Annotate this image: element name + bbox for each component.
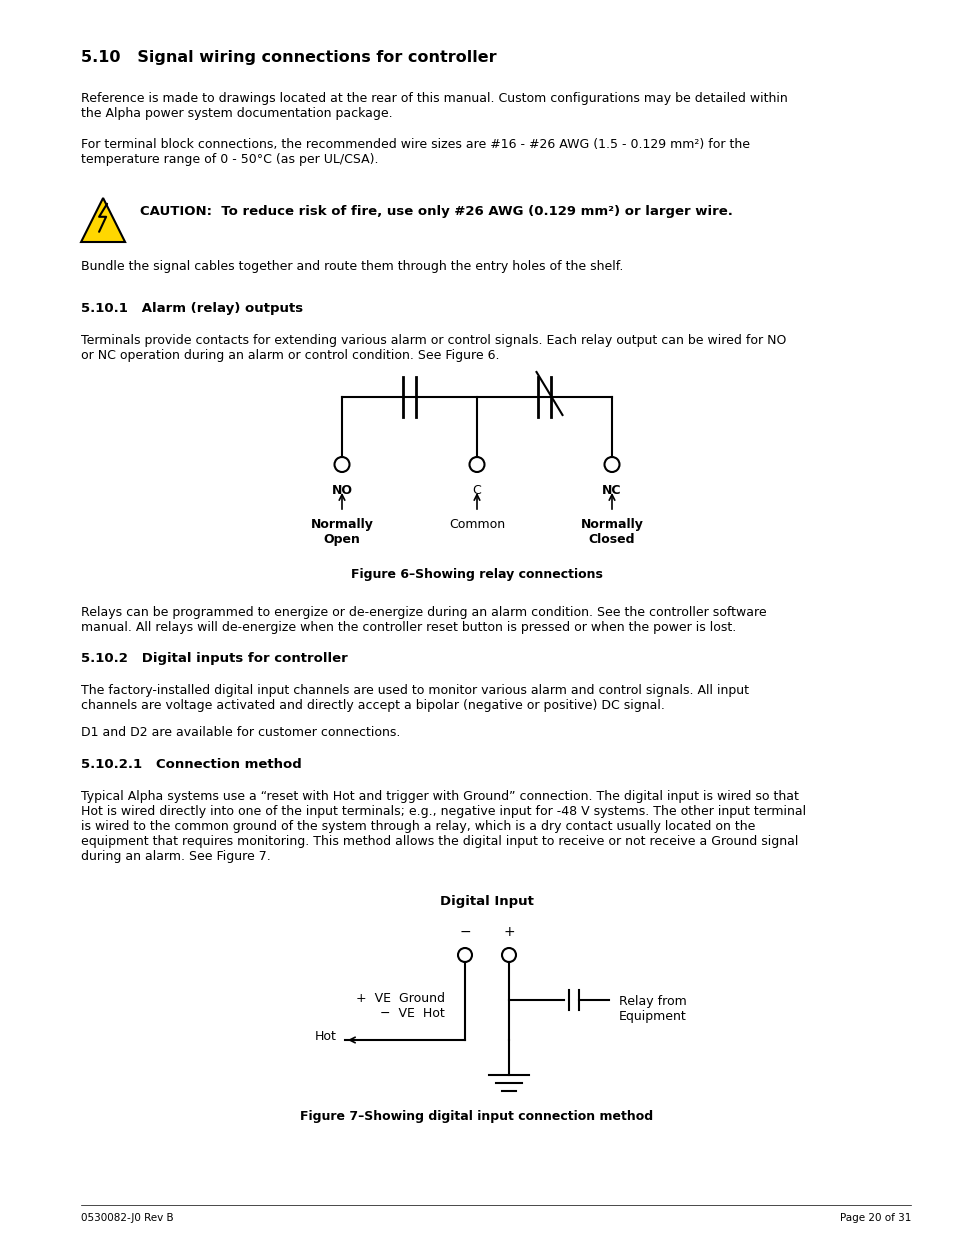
Text: NO: NO bbox=[331, 484, 352, 496]
Text: Common: Common bbox=[449, 517, 504, 531]
Text: Figure 6–Showing relay connections: Figure 6–Showing relay connections bbox=[351, 568, 602, 580]
Text: Digital Input: Digital Input bbox=[439, 895, 534, 908]
Text: 0530082-J0 Rev B: 0530082-J0 Rev B bbox=[81, 1213, 173, 1223]
Text: The factory-installed digital input channels are used to monitor various alarm a: The factory-installed digital input chan… bbox=[81, 684, 748, 713]
Text: For terminal block connections, the recommended wire sizes are #16 - #26 AWG (1.: For terminal block connections, the reco… bbox=[81, 138, 749, 165]
Text: Relay from
Equipment: Relay from Equipment bbox=[618, 995, 686, 1023]
Text: C: C bbox=[472, 484, 481, 496]
Text: Normally
Open: Normally Open bbox=[311, 517, 373, 546]
Text: CAUTION:  To reduce risk of fire, use only #26 AWG (0.129 mm²) or larger wire.: CAUTION: To reduce risk of fire, use onl… bbox=[140, 205, 732, 217]
Text: Normally
Closed: Normally Closed bbox=[580, 517, 642, 546]
Text: 5.10.2.1   Connection method: 5.10.2.1 Connection method bbox=[81, 758, 301, 771]
Text: Figure 7–Showing digital input connection method: Figure 7–Showing digital input connectio… bbox=[300, 1110, 653, 1123]
Text: Terminals provide contacts for extending various alarm or control signals. Each : Terminals provide contacts for extending… bbox=[81, 333, 785, 362]
Text: −: − bbox=[458, 925, 471, 939]
Text: 5.10.2   Digital inputs for controller: 5.10.2 Digital inputs for controller bbox=[81, 652, 348, 664]
Text: Page 20 of 31: Page 20 of 31 bbox=[839, 1213, 910, 1223]
Text: D1 and D2 are available for customer connections.: D1 and D2 are available for customer con… bbox=[81, 726, 400, 739]
Text: +  VE  Ground
−  VE  Hot: + VE Ground − VE Hot bbox=[355, 992, 444, 1020]
Text: Typical Alpha systems use a “reset with Hot and trigger with Ground” connection.: Typical Alpha systems use a “reset with … bbox=[81, 790, 805, 863]
Text: 5.10.1   Alarm (relay) outputs: 5.10.1 Alarm (relay) outputs bbox=[81, 303, 303, 315]
Polygon shape bbox=[81, 198, 125, 242]
Text: NC: NC bbox=[601, 484, 621, 496]
Text: Reference is made to drawings located at the rear of this manual. Custom configu: Reference is made to drawings located at… bbox=[81, 91, 787, 120]
Text: +: + bbox=[502, 925, 515, 939]
Text: 5.10   Signal wiring connections for controller: 5.10 Signal wiring connections for contr… bbox=[81, 49, 497, 65]
Text: Bundle the signal cables together and route them through the entry holes of the : Bundle the signal cables together and ro… bbox=[81, 261, 623, 273]
Text: Relays can be programmed to energize or de-energize during an alarm condition. S: Relays can be programmed to energize or … bbox=[81, 606, 766, 634]
Text: Hot: Hot bbox=[314, 1030, 336, 1042]
